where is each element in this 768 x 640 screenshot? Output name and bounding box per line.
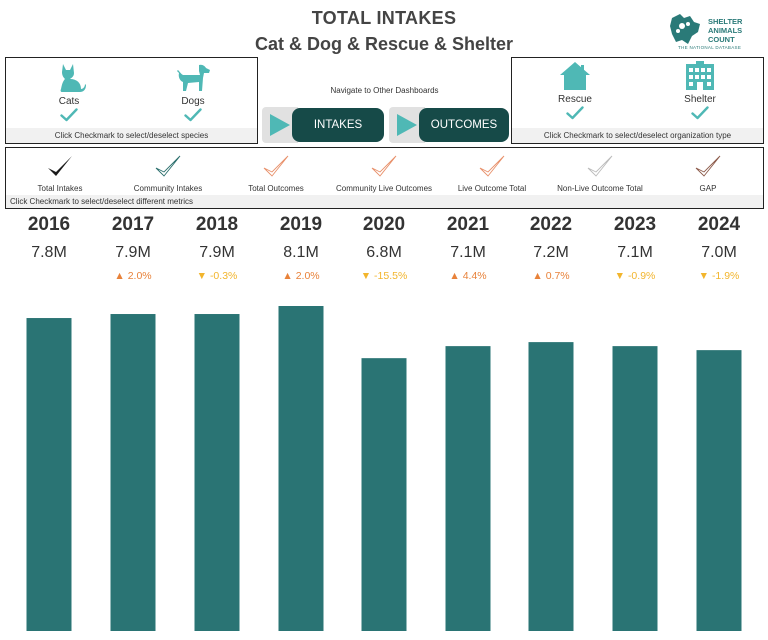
year-label: 2024 [698, 214, 741, 235]
metric-label: Community Intakes [133, 184, 203, 193]
org-label-rescue: Rescue [558, 94, 592, 105]
cats-checkmark-icon[interactable] [60, 108, 78, 122]
checkmark-icon[interactable] [370, 154, 398, 178]
shelter-animals-count-logo: SHELTER ANIMALS COUNT THE NATIONAL DATAB… [668, 10, 750, 54]
species-hint: Click Checkmark to select/deselect speci… [6, 128, 257, 143]
total-value-label: 8.1M [283, 244, 319, 261]
bar-2020[interactable] [361, 358, 407, 631]
metric-label: GAP [699, 184, 717, 193]
checkmark-icon[interactable] [262, 154, 290, 178]
change-down-label: ▼ -1.9% [699, 270, 740, 282]
bar-2019[interactable] [278, 306, 324, 631]
change-up-label: ▲ 2.0% [114, 270, 151, 282]
metric-total-intakes[interactable]: Total Intakes [10, 154, 110, 193]
metric-community-intakes[interactable]: Community Intakes [118, 154, 218, 193]
total-value-label: 7.1M [617, 244, 653, 261]
metric-label: Live Outcome Total [457, 184, 527, 193]
dog-icon [177, 64, 210, 91]
play-icon [397, 114, 417, 136]
shelter-checkmark-icon[interactable] [691, 106, 709, 120]
year-label: 2017 [112, 214, 154, 235]
change-down-label: ▼ -0.9% [615, 270, 656, 282]
change-up-label: ▲ 4.4% [449, 270, 486, 282]
metric-non-live-outcome-total[interactable]: Non-Live Outcome Total [550, 154, 650, 193]
species-option-dogs: Dogs [158, 62, 228, 122]
year-label: 2018 [196, 214, 238, 235]
org-option-shelter: Shelter [665, 60, 735, 120]
species-option-cats: Cats [34, 62, 104, 122]
metric-label: Non-Live Outcome Total [557, 184, 643, 193]
metric-label: Total Outcomes [248, 184, 304, 193]
checkmark-icon[interactable] [694, 154, 722, 178]
total-value-label: 7.9M [115, 244, 151, 261]
logo-line: COUNT [708, 35, 735, 44]
checkmark-icon[interactable] [154, 154, 182, 178]
total-value-label: 7.0M [701, 244, 737, 261]
navigation-label: Navigate to Other Dashboards [330, 86, 439, 95]
metric-gap[interactable]: GAP [658, 154, 758, 193]
checkmark-icon[interactable] [586, 154, 614, 178]
outcomes-button-label[interactable]: OUTCOMES [419, 108, 509, 142]
metrics-hint: Click Checkmark to select/deselect diffe… [6, 195, 763, 208]
metrics-filter-panel: Total Intakes Community Intakes Total Ou… [5, 147, 764, 209]
total-value-label: 7.8M [31, 244, 67, 261]
metric-label: Total Intakes [37, 184, 83, 193]
intakes-nav-button[interactable]: INTAKES [262, 107, 384, 143]
logo-tagline: THE NATIONAL DATABASE [678, 45, 742, 50]
play-icon [270, 114, 290, 136]
total-value-label: 7.1M [450, 244, 486, 261]
intakes-bar-chart: 2016 7.8M 2017 7.9M ▲ 2.0% 2018 7.9M ▼ -0.3% 201… [26, 214, 742, 631]
dogs-checkmark-icon[interactable] [184, 108, 202, 122]
year-label: 2019 [280, 214, 322, 235]
year-label: 2020 [363, 214, 405, 235]
total-value-label: 6.8M [366, 244, 402, 261]
bar-2016[interactable] [26, 318, 72, 631]
page-subtitle: Cat & Dog & Rescue & Shelter [254, 34, 514, 54]
logo-line: SHELTER [708, 17, 743, 26]
organization-filter-panel: Rescue Shelter Click Checkmark to select… [511, 57, 764, 144]
checkmark-icon[interactable] [478, 154, 506, 178]
bar-2021[interactable] [445, 346, 491, 631]
building-icon [686, 61, 714, 90]
logo-line: ANIMALS [708, 26, 743, 35]
metric-label: Community Live Outcomes [335, 184, 433, 193]
species-filter-panel: Cats Dogs Click Checkmark to select/dese… [5, 57, 258, 144]
year-label: 2021 [447, 214, 490, 235]
page-title: TOTAL INTAKES [311, 8, 457, 28]
metric-live-outcome-total[interactable]: Live Outcome Total [442, 154, 542, 193]
metric-community-live-outcomes[interactable]: Community Live Outcomes [334, 154, 434, 193]
rescue-checkmark-icon[interactable] [566, 106, 584, 120]
change-down-label: ▼ -15.5% [361, 270, 408, 282]
house-icon [560, 62, 590, 90]
species-label-dogs: Dogs [181, 96, 205, 107]
bar-2022[interactable] [528, 342, 574, 631]
org-hint: Click Checkmark to select/deselect organ… [512, 128, 763, 143]
change-up-label: ▲ 0.7% [532, 270, 569, 282]
cat-icon [60, 64, 86, 92]
checkmark-icon[interactable] [46, 154, 74, 178]
bar-2017[interactable] [110, 314, 156, 631]
species-label-cats: Cats [58, 96, 80, 107]
change-down-label: ▼ -0.3% [197, 270, 238, 282]
logo-paw-map-icon [670, 14, 700, 44]
bar-2024[interactable] [696, 350, 742, 631]
year-label: 2023 [614, 214, 656, 235]
total-value-label: 7.9M [199, 244, 235, 261]
bar-2018[interactable] [194, 314, 240, 631]
org-label-shelter: Shelter [684, 94, 716, 105]
year-label: 2022 [530, 214, 572, 235]
bar-2023[interactable] [612, 346, 658, 631]
year-label: 2016 [28, 214, 70, 235]
outcomes-nav-button[interactable]: OUTCOMES [389, 107, 509, 143]
change-up-label: ▲ 2.0% [282, 270, 319, 282]
intakes-button-label[interactable]: INTAKES [292, 108, 384, 142]
metric-total-outcomes[interactable]: Total Outcomes [226, 154, 326, 193]
logo-wordmark: SHELTER ANIMALS COUNT [708, 17, 742, 44]
org-option-rescue: Rescue [540, 60, 610, 120]
total-value-label: 7.2M [533, 244, 569, 261]
